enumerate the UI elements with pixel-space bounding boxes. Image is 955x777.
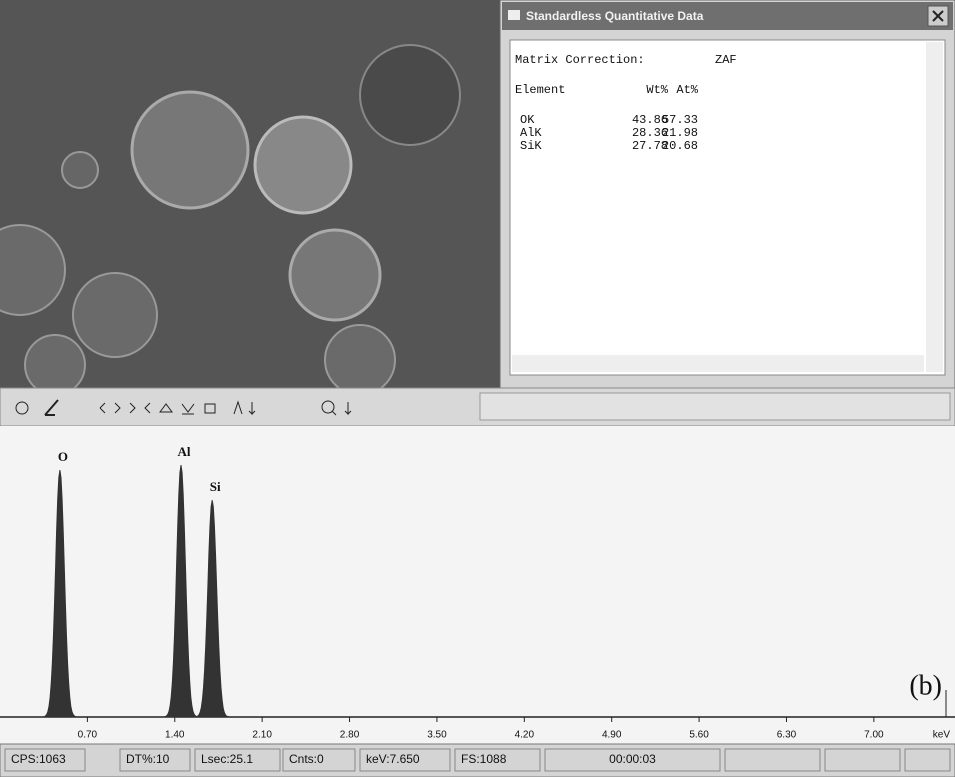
sem-image — [0, 0, 500, 395]
status-cell — [725, 749, 820, 771]
table-cell: OK — [520, 113, 535, 127]
peak-label: Al — [178, 444, 191, 459]
status-text: 00:00:03 — [609, 752, 656, 766]
x-tick-label: 6.30 — [777, 730, 797, 741]
table-header: At% — [676, 83, 698, 97]
status-text: Lsec:25.1 — [201, 752, 253, 766]
table-cell: 57.33 — [662, 113, 698, 127]
x-tick-label: 2.80 — [340, 730, 360, 741]
status-text: FS:1088 — [461, 752, 507, 766]
status-cell — [825, 749, 900, 771]
x-tick-label: 5.60 — [689, 730, 709, 741]
table-header: Element — [515, 83, 565, 97]
x-unit: keV — [933, 730, 951, 741]
x-tick-label: 4.20 — [515, 730, 535, 741]
x-tick-label: 3.50 — [427, 730, 447, 741]
x-tick-label: 4.90 — [602, 730, 622, 741]
status-text: keV:7.650 — [366, 752, 420, 766]
peak-label: O — [58, 449, 68, 464]
x-tick-label: 7.00 — [864, 730, 884, 741]
app-screen: Standardless Quantitative Data Matrix Co… — [0, 0, 955, 777]
quant-window: Standardless Quantitative Data Matrix Co… — [500, 0, 955, 388]
scrollbar[interactable] — [512, 355, 924, 372]
x-tick-label: 0.70 — [78, 730, 98, 741]
table-header: Wt% — [646, 83, 668, 97]
toolbar — [0, 388, 955, 426]
matrix-label: Matrix Correction: — [515, 53, 645, 67]
spectrum-area — [0, 426, 955, 744]
status-text: CPS:1063 — [11, 752, 66, 766]
matrix-value: ZAF — [715, 53, 737, 67]
x-tick-label: 1.40 — [165, 730, 185, 741]
x-tick-label: 2.10 — [252, 730, 272, 741]
status-text: Cnts:0 — [289, 752, 324, 766]
peak-label: Si — [210, 479, 221, 494]
scrollbar[interactable] — [926, 42, 943, 372]
status-cell — [905, 749, 950, 771]
table-cell: AlK — [520, 126, 542, 140]
annotation: (b) — [909, 670, 942, 701]
table-cell: 21.98 — [662, 126, 698, 140]
table-cell: SiK — [520, 139, 542, 153]
status-text: DT%:10 — [126, 752, 170, 766]
table-cell: 20.68 — [662, 139, 698, 153]
window-title: Standardless Quantitative Data — [526, 9, 704, 23]
